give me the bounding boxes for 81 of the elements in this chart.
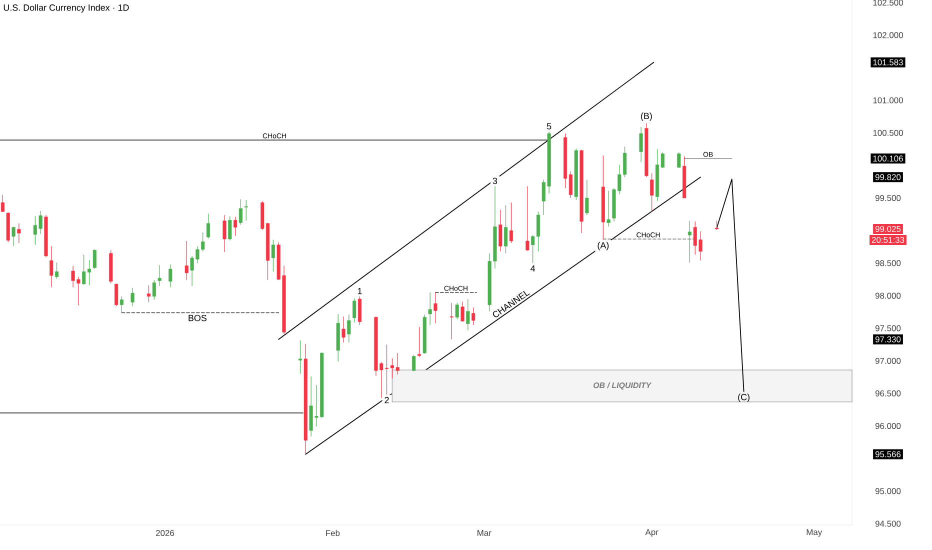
candlestick <box>498 209 502 252</box>
candlestick <box>715 220 719 230</box>
candlestick <box>677 152 681 168</box>
y-tick-label: 101.583 <box>873 59 903 66</box>
x-tick-label: Mar <box>478 530 492 536</box>
annotation: 2 <box>384 396 389 404</box>
y-tick-label: 101.000 <box>873 97 903 104</box>
annotation: (C) <box>738 394 750 402</box>
candlestick <box>352 298 356 323</box>
candlestick <box>358 296 362 326</box>
candlestick <box>55 262 59 280</box>
y-tick-label: 99.820 <box>875 174 901 180</box>
y-tick-label: 96.000 <box>875 423 901 429</box>
candlestick <box>120 296 124 313</box>
annotation: 3 <box>492 178 498 184</box>
candlestick <box>206 213 210 239</box>
candlestick <box>50 246 54 288</box>
candlestick <box>130 288 134 306</box>
y-tick-label: 94.500 <box>875 520 901 527</box>
candlestick <box>234 216 238 236</box>
y-tick-label: 97.500 <box>875 325 901 332</box>
y-tick-label: 98.000 <box>875 292 901 299</box>
y-tick-label: 102.000 <box>873 32 903 38</box>
x-tick-label: May <box>806 529 822 537</box>
x-tick-label: Feb <box>326 530 340 536</box>
y-tick-label: 99.500 <box>875 195 901 202</box>
candlestick <box>472 307 476 326</box>
candlestick <box>504 204 508 254</box>
candlestick <box>222 214 226 252</box>
candlestick <box>688 220 692 263</box>
annotation: 5 <box>546 123 552 130</box>
chart-title: U.S. Dollar Currency Index · 1D <box>4 4 129 13</box>
candlestick <box>347 314 351 343</box>
y-tick-label: 100.106 <box>873 156 903 162</box>
x-tick-label: Apr <box>645 529 658 537</box>
candlestick <box>244 200 248 222</box>
candlestick <box>152 280 156 300</box>
candlestick <box>526 186 530 252</box>
candlestick <box>412 354 416 372</box>
candlestick <box>12 226 16 247</box>
candlestick <box>158 264 162 286</box>
annotation: 1 <box>358 288 362 294</box>
candlestick <box>0 194 4 212</box>
candlestick <box>650 172 654 212</box>
candlestick <box>460 301 464 322</box>
candlestick <box>509 202 513 244</box>
text: 20:51:33 <box>872 236 904 243</box>
candlestick <box>455 302 459 320</box>
candlestick <box>450 302 454 340</box>
candlestick <box>17 223 21 244</box>
candlestick <box>342 316 346 343</box>
candlestick <box>606 190 610 227</box>
annotation: BOS <box>188 314 207 322</box>
y-tick-label: 98.500 <box>875 260 901 266</box>
x-tick-label: 2026 <box>156 530 174 536</box>
candlestick <box>298 340 302 374</box>
candlestick <box>434 292 438 324</box>
candlestick <box>428 292 432 326</box>
annotation: (A) <box>598 242 609 250</box>
candlestick <box>228 216 232 241</box>
y-tick-label: 97.330 <box>875 336 901 342</box>
annotation: 4 <box>530 265 536 272</box>
candlestick <box>184 240 188 280</box>
candlestick <box>114 284 118 306</box>
y-tick-label: 95.566 <box>875 451 901 458</box>
annotation: (B) <box>641 112 652 121</box>
y-tick-label: 96.500 <box>875 390 901 396</box>
candlestick <box>238 199 242 226</box>
y-tick-label: 100.500 <box>873 130 903 136</box>
candlestick <box>417 326 422 358</box>
y-tick-label: 99.025 <box>875 226 901 232</box>
y-tick-label: 95.000 <box>875 488 901 494</box>
candlestick <box>146 284 151 303</box>
candlestick <box>92 249 96 270</box>
y-tick-label: 97.000 <box>875 358 901 364</box>
candlestick <box>585 179 589 216</box>
candlestick <box>466 298 470 331</box>
candlestick <box>168 264 172 288</box>
candlestick <box>639 126 643 162</box>
candlestick <box>271 239 275 272</box>
y-tick-label: 102.500 <box>873 0 903 6</box>
